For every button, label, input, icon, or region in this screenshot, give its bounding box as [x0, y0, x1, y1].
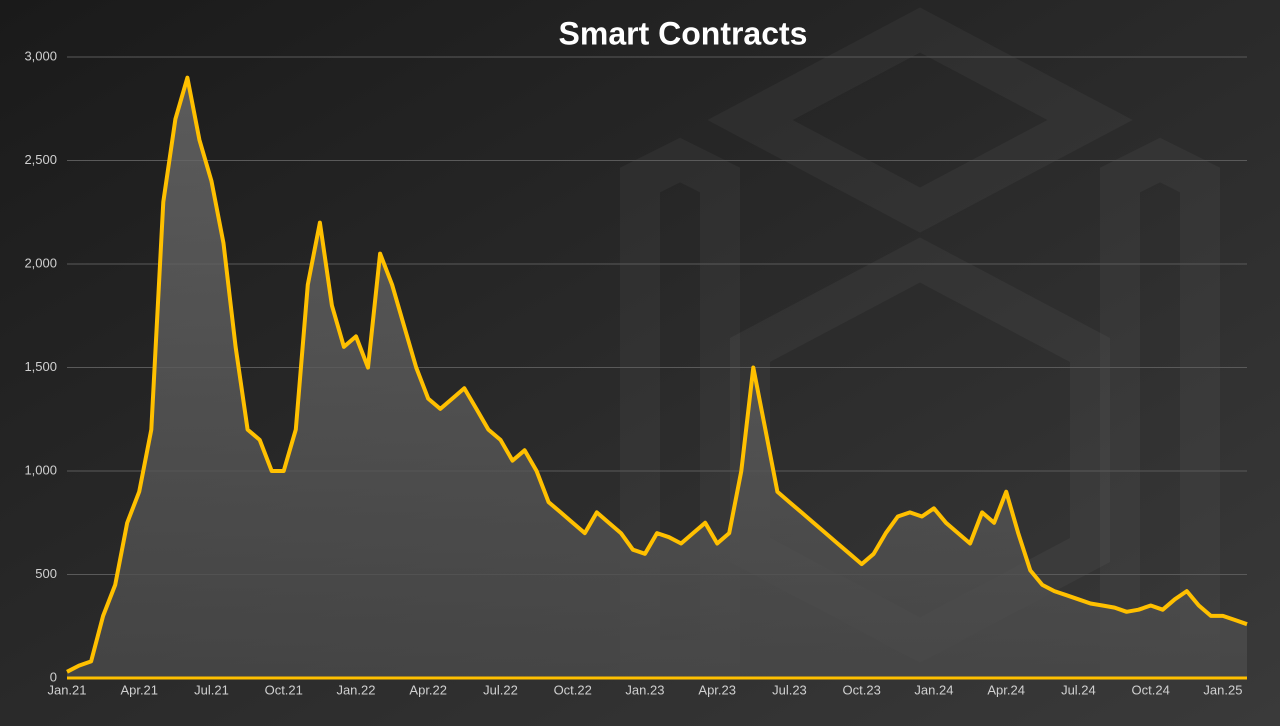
x-tick-label: Jan.23 [625, 682, 664, 697]
y-tick-label: 1,500 [24, 359, 57, 374]
x-tick-label: Jan.24 [914, 682, 953, 697]
x-tick-label: Apr.23 [698, 682, 736, 697]
x-tick-label: Oct.22 [554, 682, 592, 697]
x-tick-label: Apr.21 [120, 682, 158, 697]
x-tick-label: Jul.24 [1061, 682, 1096, 697]
x-tick-label: Oct.21 [265, 682, 303, 697]
y-tick-label: 0 [50, 669, 57, 684]
y-tick-label: 2,500 [24, 152, 57, 167]
area [67, 77, 1247, 678]
x-tick-label: Jul.22 [483, 682, 518, 697]
x-tick-label: Jul.23 [772, 682, 807, 697]
x-tick-label: Jan.21 [47, 682, 86, 697]
y-tick-label: 1,000 [24, 462, 57, 477]
chart-title: Smart Contracts [559, 15, 808, 51]
y-tick-label: 500 [35, 566, 57, 581]
line [66, 75, 1248, 674]
x-tick-label: Oct.23 [843, 682, 881, 697]
y-tick-label: 3,000 [24, 48, 57, 63]
y-tick-label: 2,000 [24, 255, 57, 270]
x-tick-label: Jan.22 [336, 682, 375, 697]
x-tick-label: Jul.21 [194, 682, 229, 697]
x-tick-label: Oct.24 [1132, 682, 1170, 697]
x-tick-label: Apr.22 [409, 682, 447, 697]
x-tick-label: Apr.24 [987, 682, 1025, 697]
x-tick-label: Jan.25 [1203, 682, 1242, 697]
